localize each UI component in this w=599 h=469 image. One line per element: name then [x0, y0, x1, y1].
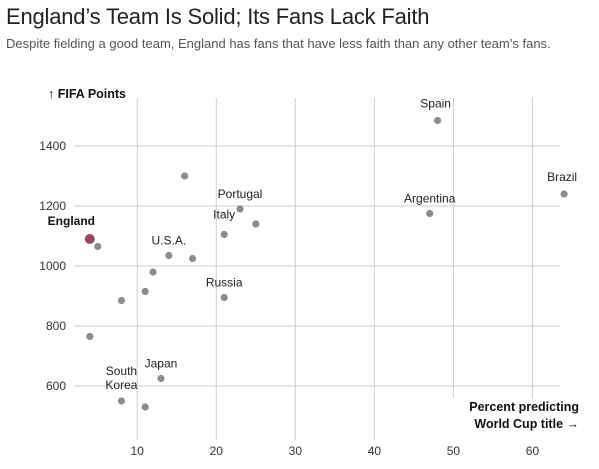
data-point	[188, 254, 197, 263]
data-point	[149, 268, 157, 276]
x-tick-label: 10	[131, 444, 145, 458]
data-points	[84, 116, 568, 411]
point-label: Brazil	[547, 170, 577, 184]
data-point	[141, 287, 149, 296]
data-point	[141, 403, 149, 411]
highlight-point	[84, 234, 95, 244]
x-tick-label: 20	[210, 444, 224, 458]
x-tick-label: 50	[447, 444, 461, 458]
x-axis-title-line-2: World Cup title →	[474, 417, 579, 431]
data-point	[434, 116, 442, 125]
point-label: Japan	[145, 357, 178, 371]
data-point	[165, 251, 173, 260]
data-point	[181, 172, 189, 180]
x-tick-label: 60	[526, 444, 540, 458]
point-label: Spain	[420, 97, 451, 111]
gridlines	[74, 98, 560, 440]
chart-subtitle: Despite fielding a good team, England ha…	[6, 36, 551, 51]
data-point	[220, 293, 228, 302]
point-label: Argentina	[404, 192, 456, 206]
data-point	[220, 230, 228, 239]
data-point	[560, 190, 568, 198]
point-label: South Korea	[105, 364, 137, 392]
point-label: England	[48, 214, 95, 228]
point-label: Russia	[206, 276, 243, 290]
x-tick-label: 40	[368, 444, 382, 458]
point-label: U.S.A.	[152, 234, 187, 248]
data-point	[117, 397, 126, 405]
y-tick-label: 1000	[39, 259, 66, 273]
data-point	[426, 209, 434, 218]
data-point	[94, 242, 102, 251]
point-label: Italy	[213, 208, 235, 222]
x-axis-ticks: 10 20 30 40 50 60	[131, 444, 540, 458]
data-point	[86, 332, 94, 341]
chart-title: England’s Team Is Solid; Its Fans Lack F…	[6, 4, 430, 29]
x-tick-label: 30	[289, 444, 303, 458]
point-label: Portugal	[218, 187, 263, 201]
y-tick-label: 800	[46, 319, 66, 333]
y-axis-ticks: 600 800 1000 1200 1400	[39, 139, 66, 393]
data-point	[252, 220, 260, 228]
data-point	[117, 296, 126, 305]
data-point	[157, 374, 165, 383]
y-tick-label: 1200	[39, 199, 66, 213]
x-axis-title-line-1: Percent predicting	[469, 400, 579, 414]
y-tick-label: 600	[46, 379, 66, 393]
y-tick-label: 1400	[39, 139, 66, 153]
data-point	[236, 205, 244, 213]
y-axis-title: ↑ FIFA Points	[48, 87, 126, 101]
point-labels: England Portugal Italy U.S.A. Russia Japan Sou…	[48, 97, 577, 393]
